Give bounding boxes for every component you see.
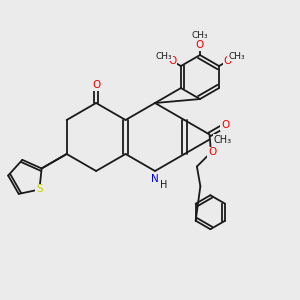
Text: O: O [168,56,176,66]
Text: CH₃: CH₃ [214,134,232,145]
Text: H: H [160,180,167,190]
Text: O: O [92,80,100,90]
Text: S: S [36,184,43,194]
Text: O: O [224,56,232,66]
Text: CH₃: CH₃ [155,52,172,61]
Text: O: O [221,120,229,130]
Text: CH₃: CH₃ [228,52,244,61]
Text: CH₃: CH₃ [192,31,208,40]
Text: N: N [151,174,159,184]
Text: O: O [208,147,216,158]
Text: O: O [196,40,204,50]
